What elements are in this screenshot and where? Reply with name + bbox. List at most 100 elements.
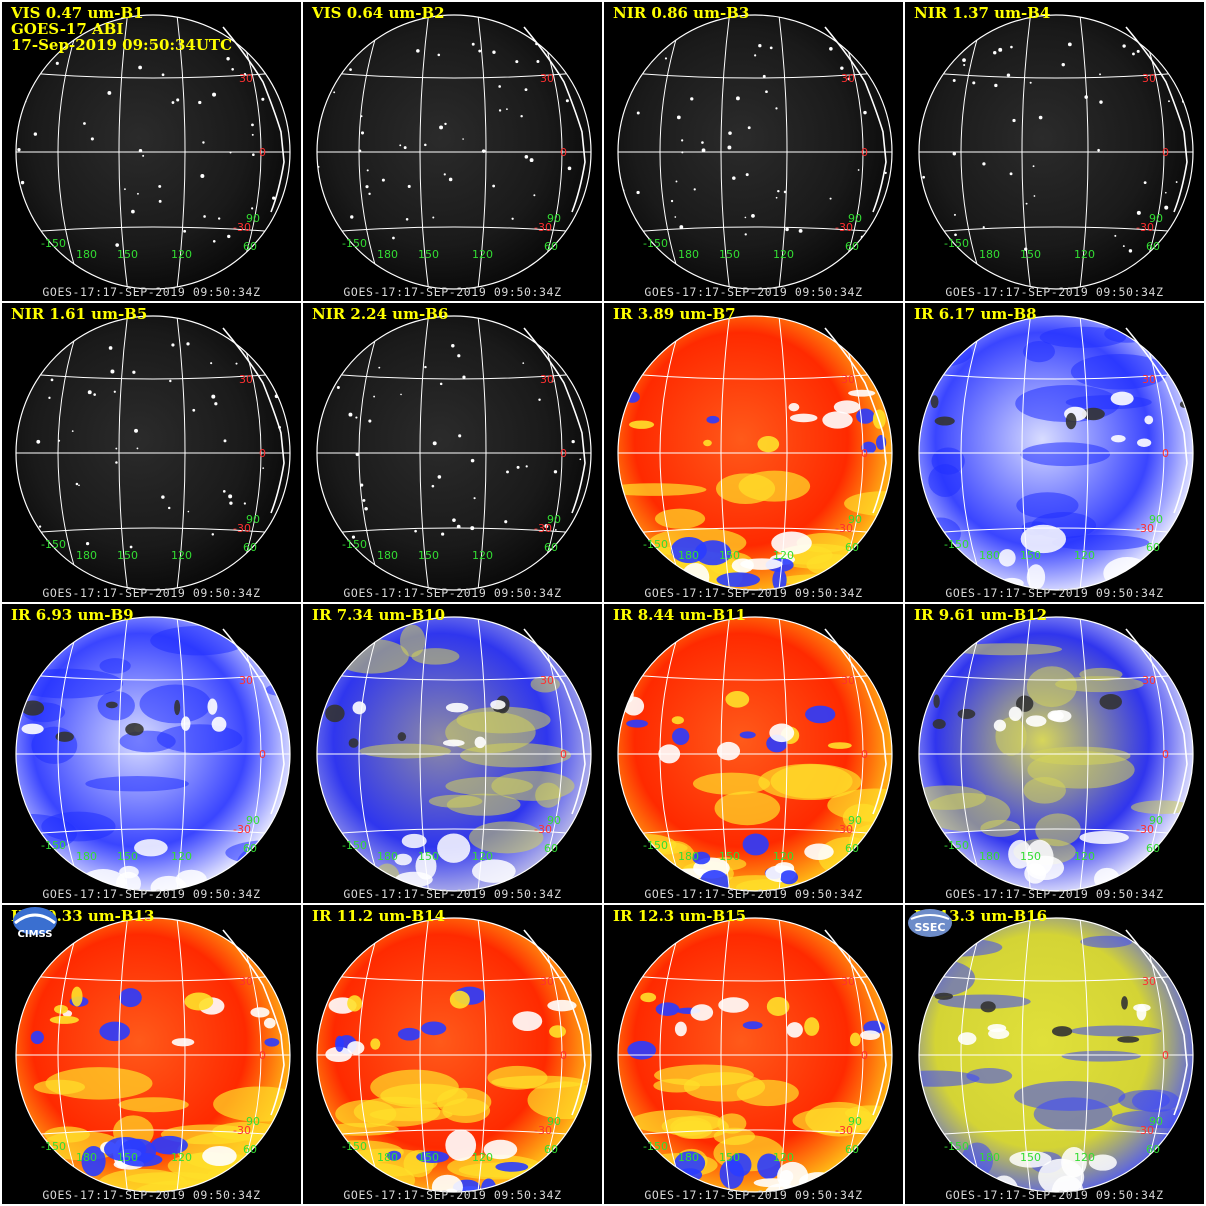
disk-limb	[316, 616, 592, 892]
longitude-label: 90	[246, 1115, 260, 1128]
svg-text:CIMSS: CIMSS	[18, 929, 53, 940]
longitude-label: 180	[979, 1151, 1000, 1164]
coastline	[824, 628, 887, 815]
band-label: IR 7.34 um-B10	[312, 606, 446, 624]
band-panel: 30 0 -30 -150 180 150 120 60 90 IR 8.44 um-B11 GOE…	[604, 604, 903, 903]
latitude-label: -30	[534, 1124, 552, 1137]
longitude-label: 150	[418, 1151, 439, 1164]
longitude-label: 150	[719, 549, 740, 562]
timestamp-footer: GOES-17:17-SEP-2019 09:50:34Z	[42, 586, 261, 600]
longitude-label: 150	[117, 1151, 138, 1164]
band-label: VIS 0.64 um-B2	[312, 4, 445, 22]
latitude-label: -30	[1136, 823, 1154, 836]
latitude-label: 0	[259, 1049, 266, 1062]
timestamp-footer: GOES-17:17-SEP-2019 09:50:34Z	[42, 1188, 261, 1202]
longitude-label: 150	[117, 850, 138, 863]
longitude-label: 180	[979, 850, 1000, 863]
longitude-label: 60	[845, 1143, 859, 1156]
longitude-label: 60	[243, 541, 257, 554]
longitude-label: -150	[41, 1140, 66, 1153]
latitude-label: 0	[1162, 146, 1169, 159]
longitude-label: 90	[848, 814, 862, 827]
longitude-label: -150	[41, 839, 66, 852]
coastline	[824, 26, 887, 213]
disk-limb	[617, 917, 893, 1193]
lat-lon-gridlines	[618, 15, 892, 289]
longitude-label: 90	[848, 1115, 862, 1128]
latitude-label: -30	[1136, 221, 1154, 234]
coastline	[1125, 327, 1188, 514]
longitude-label: 180	[678, 248, 699, 261]
disk-limb	[617, 616, 893, 892]
timestamp-footer: GOES-17:17-SEP-2019 09:50:34Z	[644, 887, 863, 901]
longitude-label: 60	[845, 541, 859, 554]
disk-limb	[918, 917, 1194, 1193]
earth-disk-image: 30 0 -30 -150 180 150 120 60 90	[15, 917, 291, 1193]
band-title: NIR 2.24 um-B6	[312, 306, 448, 322]
band-label: NIR 1.37 um-B4	[914, 4, 1051, 22]
longitude-label: 90	[547, 212, 561, 225]
longitude-label: 150	[418, 549, 439, 562]
band-label: IR 8.44 um-B11	[613, 606, 747, 624]
coastline	[523, 929, 586, 1116]
coastline	[1125, 628, 1188, 815]
disk-limb	[617, 14, 893, 290]
latitude-label: -30	[835, 522, 853, 535]
timestamp-footer: GOES-17:17-SEP-2019 09:50:34Z	[343, 285, 562, 299]
latitude-label: 30	[540, 72, 554, 85]
earth-disk-image: 30 0 -30 -150 180 150 120 60 90	[918, 14, 1194, 290]
longitude-label: -150	[643, 839, 668, 852]
longitude-label: 180	[76, 1151, 97, 1164]
longitude-label: 120	[1074, 1151, 1095, 1164]
cimss-logo: CIMSS	[13, 907, 57, 940]
timestamp-footer: GOES-17:17-SEP-2019 09:50:34Z	[945, 1188, 1164, 1202]
band-panel: 30 0 -30 -150 180 150 120 60 90 VIS 0.64 um-B2 GOE…	[303, 2, 602, 301]
longitude-label: 150	[117, 549, 138, 562]
longitude-label: -150	[944, 1140, 969, 1153]
band-title: NIR 1.61 um-B5	[11, 306, 147, 322]
disk-limb	[316, 315, 592, 591]
longitude-label: 120	[1074, 549, 1095, 562]
longitude-label: 120	[171, 549, 192, 562]
longitude-label: -150	[342, 237, 367, 250]
disk-limb	[316, 14, 592, 290]
latitude-label: 30	[540, 674, 554, 687]
earth-disk-image: 30 0 -30 -150 180 150 120 60 90	[918, 616, 1194, 892]
coastline	[824, 929, 887, 1116]
cloud-texture	[919, 643, 1193, 891]
latitude-label: 0	[1162, 447, 1169, 460]
latitude-label: 30	[1142, 373, 1156, 386]
band-title: IR 8.44 um-B11	[613, 607, 746, 623]
longitude-label: 180	[76, 248, 97, 261]
longitude-label: 90	[1149, 1115, 1163, 1128]
band-label: VIS 0.47 um-B1	[11, 4, 144, 22]
earth-disk-image: 30 0 -30 -150 180 150 120 60 90	[617, 917, 893, 1193]
longitude-label: 90	[1149, 814, 1163, 827]
longitude-label: 90	[246, 212, 260, 225]
longitude-label: 180	[979, 248, 1000, 261]
timestamp-footer: GOES-17:17-SEP-2019 09:50:34Z	[343, 1188, 562, 1202]
band-title: IR 12.3 um-B15	[613, 908, 746, 924]
longitude-label: 120	[472, 549, 493, 562]
ssec-logo: SSEC	[908, 909, 952, 937]
timestamp-footer: GOES-17:17-SEP-2019 09:50:34Z	[343, 887, 562, 901]
longitude-label: 120	[472, 248, 493, 261]
earth-disk-image: 30 0 -30 -150 180 150 120 60 90	[15, 315, 291, 591]
longitude-label: 120	[472, 1151, 493, 1164]
longitude-label: 90	[246, 513, 260, 526]
band-label: IR 12.3 um-B15	[613, 907, 747, 925]
longitude-label: 60	[1146, 541, 1160, 554]
latitude-label: 30	[239, 72, 253, 85]
longitude-label: 120	[472, 850, 493, 863]
longitude-label: 60	[544, 541, 558, 554]
longitude-label: 90	[547, 814, 561, 827]
latitude-label: -30	[233, 1124, 251, 1137]
latitude-label: 0	[861, 748, 868, 761]
latitude-label: 0	[259, 447, 266, 460]
band-panel: 30 0 -30 -150 180 150 120 60 90 NIR 1.37 um-B4 GOE…	[905, 2, 1204, 301]
longitude-label: 90	[848, 513, 862, 526]
disk-limb	[15, 14, 291, 290]
longitude-label: -150	[41, 538, 66, 551]
band-title: IR 3.89 um-B7	[613, 306, 736, 322]
